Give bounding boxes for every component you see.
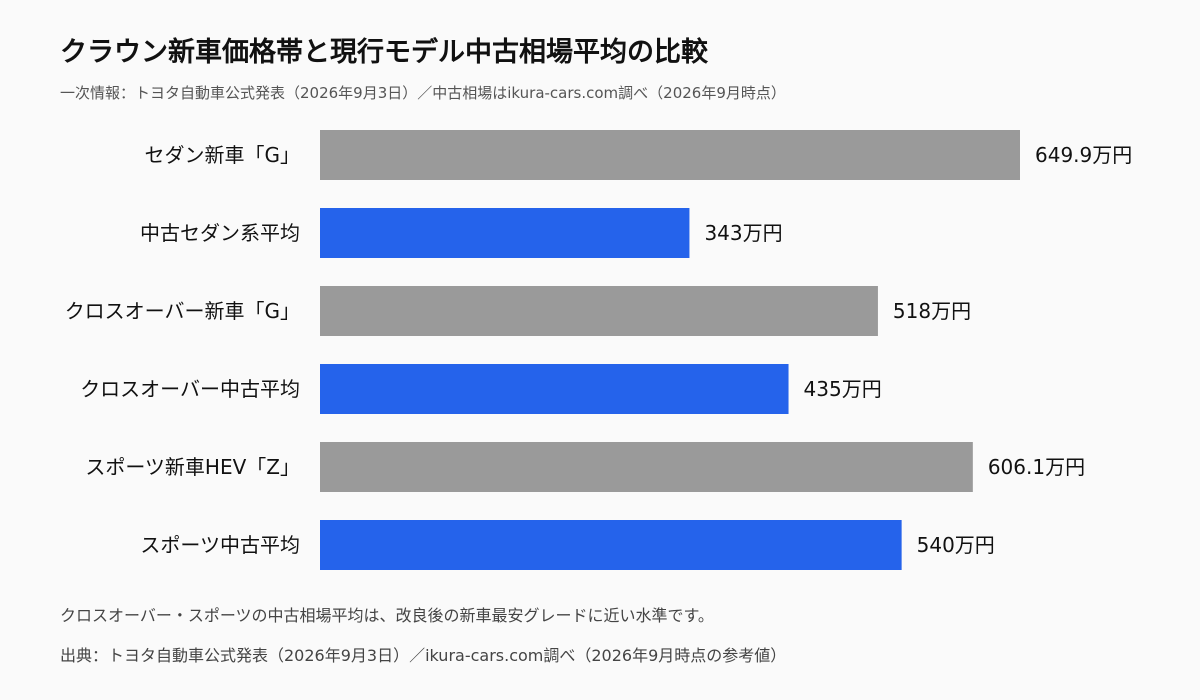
value-label: 435万円 [804, 377, 882, 401]
bar-new-car [320, 442, 973, 492]
category-label: クロスオーバー新車「G」 [65, 299, 300, 323]
category-label: スポーツ新車HEV「Z」 [85, 455, 300, 479]
value-label: 540万円 [917, 533, 995, 557]
category-label: セダン新車「G」 [145, 143, 301, 167]
category-label: 中古セダン系平均 [140, 221, 300, 245]
value-label: 606.1万円 [988, 455, 1085, 479]
category-label: クロスオーバー中古平均 [80, 377, 300, 401]
footnote: クロスオーバー・スポーツの中古相場平均は、改良後の新車最安グレードに近い水準です… [60, 606, 714, 625]
chart-title: クラウン新車価格帯と現行モデル中古相場平均の比較 [60, 37, 708, 68]
value-label: 649.9万円 [1035, 143, 1132, 167]
source-note: 出典：トヨタ自動車公式発表（2026年9月3日）／ikura-cars.com調… [60, 646, 787, 665]
category-label: スポーツ中古平均 [140, 533, 300, 557]
bar-used-avg [320, 364, 789, 414]
bar-new-car [320, 286, 878, 336]
value-label: 343万円 [704, 221, 782, 245]
value-label: 518万円 [893, 299, 971, 323]
chart-subtitle: 一次情報：トヨタ自動車公式発表（2026年9月3日）／中古相場はikura-ca… [60, 84, 786, 102]
bar-used-avg [320, 520, 902, 570]
bar-new-car [320, 130, 1020, 180]
bar-used-avg [320, 208, 690, 258]
